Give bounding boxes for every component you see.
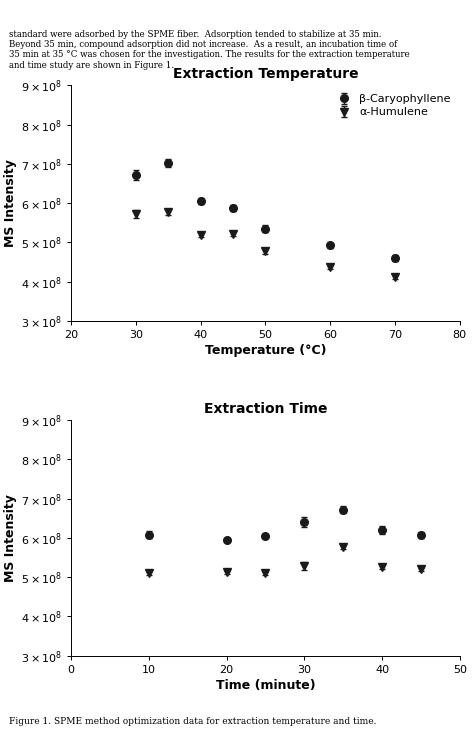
- Title: Extraction Temperature: Extraction Temperature: [173, 67, 358, 82]
- Title: Extraction Time: Extraction Time: [204, 402, 327, 416]
- Y-axis label: MS Intensity: MS Intensity: [3, 494, 17, 582]
- X-axis label: Time (minute): Time (minute): [216, 679, 315, 692]
- X-axis label: Temperature (°C): Temperature (°C): [205, 344, 326, 357]
- Y-axis label: MS Intensity: MS Intensity: [3, 159, 17, 247]
- Text: standard were adsorbed by the SPME fiber.  Adsorption tended to stabilize at 35 : standard were adsorbed by the SPME fiber…: [9, 30, 410, 70]
- Legend: β-Caryophyllene, α-Humulene: β-Caryophyllene, α-Humulene: [329, 90, 454, 121]
- Text: Figure 1. SPME method optimization data for extraction temperature and time.: Figure 1. SPME method optimization data …: [9, 717, 377, 726]
